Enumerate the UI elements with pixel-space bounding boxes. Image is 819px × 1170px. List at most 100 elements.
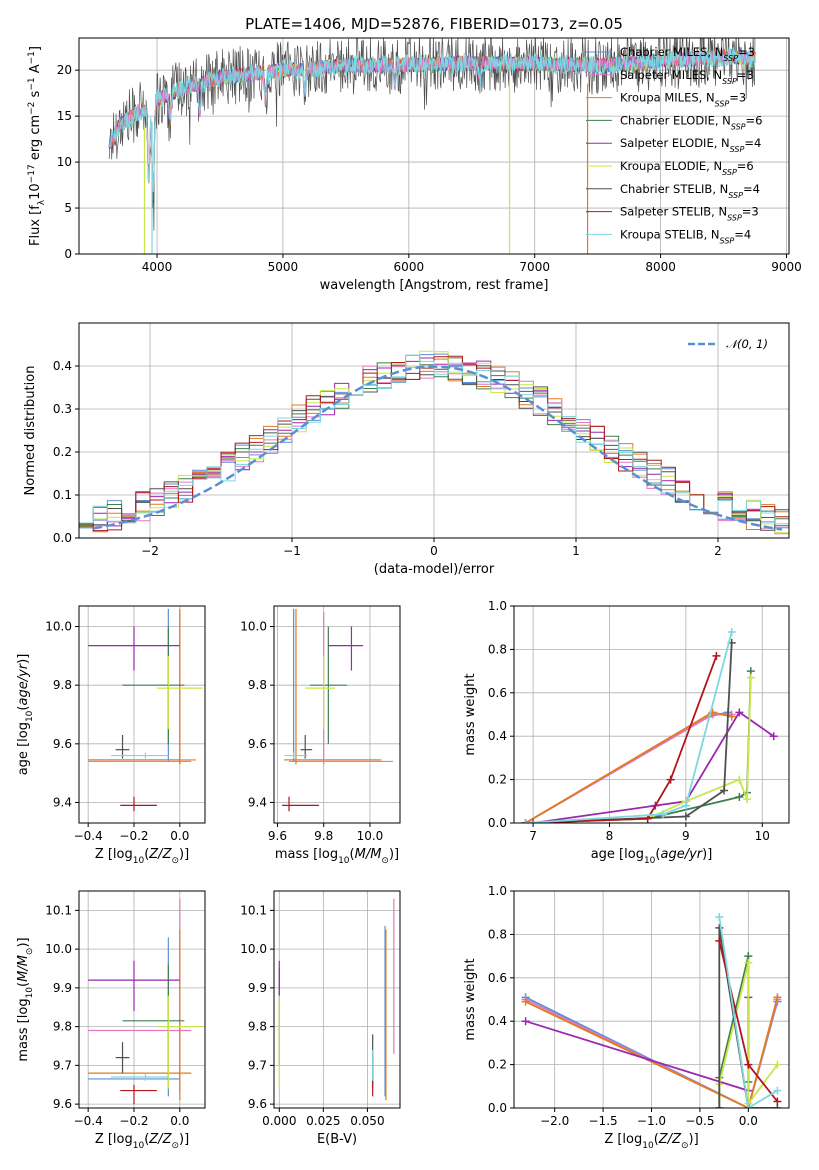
y-tick-label: 9.8 <box>248 1020 267 1034</box>
weight-marker-salpeter-elodie <box>769 732 778 741</box>
weight-marker-kroupa-elodie <box>746 673 755 682</box>
weight-marker-kroupa-stelib <box>715 913 724 922</box>
y-tick-label: 0.0 <box>488 1101 507 1115</box>
age-vs-mass-plot-area <box>282 608 394 812</box>
x-tick-label: −0.2 <box>119 1114 148 1128</box>
x-tick-label: 0 <box>430 544 438 558</box>
y-tick-label: 9.6 <box>248 1097 267 1111</box>
legend-label: Salpeter MILES, NSSP=3 <box>620 68 754 86</box>
x-tick-label: −0.2 <box>119 829 148 843</box>
axes-frame <box>273 605 401 824</box>
y-tick-label: 10.0 <box>45 942 72 956</box>
y-tick-label: 0.3 <box>53 402 72 416</box>
weight-marker-chabrier-stelib <box>715 1104 724 1108</box>
x-tick-label: −2 <box>141 544 159 558</box>
y-axis-label: age [log10(age/yr)] <box>16 654 35 776</box>
weight-line-chabrier-elodie <box>525 671 752 823</box>
x-axis-label: mass [log10(M/M⊙)] <box>275 847 399 866</box>
y-tick-label: 0 <box>64 247 72 261</box>
x-tick-label: 6000 <box>394 260 425 274</box>
weight-marker-kroupa-stelib <box>521 819 530 823</box>
axes-frame <box>78 37 790 255</box>
x-tick-label: 10 <box>755 829 770 843</box>
histogram-step-kroupa-elodie <box>79 350 789 534</box>
axes-frame <box>78 322 790 539</box>
y-axis-label: Normed distribution <box>23 366 38 496</box>
weight-marker-kroupa-elodie <box>773 1060 782 1069</box>
legend-label: Salpeter STELIB, NSSP=3 <box>620 205 759 223</box>
x-tick-label: −1.0 <box>637 1114 666 1128</box>
y-tick-label: 9.7 <box>248 1058 267 1072</box>
y-tick-label: 9.8 <box>53 678 72 692</box>
weight-marker-chabrier-stelib <box>720 786 729 795</box>
y-tick-label: 10 <box>57 155 72 169</box>
y-tick-label: 20 <box>57 63 72 77</box>
y-tick-label: 0.6 <box>488 686 507 700</box>
weight-marker-chabrier-stelib <box>715 923 724 932</box>
normal-reference-curve <box>92 365 783 531</box>
axes-frame <box>273 890 401 1109</box>
y-tick-label: 1.0 <box>488 884 507 898</box>
weight-marker-salpeter-stelib <box>773 1097 782 1106</box>
y-tick-label: 0.2 <box>488 773 507 787</box>
x-tick-label: −0.4 <box>74 829 103 843</box>
y-tick-label: 0.6 <box>488 971 507 985</box>
age-vs-Z-grid <box>79 606 205 823</box>
weight-marker-kroupa-elodie <box>735 775 744 784</box>
x-tick-label: 9 <box>682 829 690 843</box>
weight-vs-Z-panel: −2.0 −1.5 −1.0 −0.5 0.0 0.0 0.2 0.4 0.6 0.8 1.0 Z [… <box>463 884 790 1151</box>
x-tick-label: 4000 <box>142 260 173 274</box>
y-tick-label: 9.9 <box>248 981 267 995</box>
y-tick-label: 9.4 <box>53 795 72 809</box>
age-vs-Z-plot-area <box>88 608 203 812</box>
x-tick-label: 9.8 <box>314 829 333 843</box>
x-axis-label: age [log10(age/yr)] <box>591 847 713 866</box>
weight-vs-Z-plot-area <box>521 913 782 1108</box>
weight-marker-chabrier-elodie <box>735 792 744 801</box>
y-tick-label: 10.1 <box>45 903 72 917</box>
y-tick-label: 0.0 <box>488 816 507 830</box>
weight-line-salpeter-elodie <box>532 711 775 823</box>
x-tick-label: −2.0 <box>540 1114 569 1128</box>
weight-marker-kroupa-stelib <box>744 1104 753 1108</box>
x-tick-label: 8 <box>606 829 614 843</box>
residuals-panel: −2 −1 0 1 2 0.0 0.1 0.2 0.3 0.4 𝒩(0, 1) (data-model… <box>23 322 790 577</box>
legend-label: Chabrier ELODIE, NSSP=6 <box>620 113 762 130</box>
mass-vs-EBV-panel: 0.000 0.025 0.050 9.6 9.7 9.8 9.9 10.0 10.1 E(B-V… <box>240 890 401 1147</box>
x-tick-label: 0.0 <box>170 1114 189 1128</box>
weight-line-salpeter-stelib <box>525 655 718 823</box>
weight-marker-kroupa-miles <box>521 997 530 1006</box>
weight-marker-chabrier-stelib <box>681 812 690 821</box>
weight-marker-salpeter-elodie <box>529 819 538 823</box>
x-axis-label: wavelength [Angstrom, rest frame] <box>320 278 549 293</box>
y-tick-label: 15 <box>57 109 72 123</box>
y-axis-label: mass [log10(M/M⊙)] <box>16 937 35 1061</box>
weight-marker-kroupa-elodie <box>742 795 751 804</box>
axes-frame <box>513 605 790 824</box>
y-tick-label: 0.8 <box>488 642 507 656</box>
weight-marker-salpeter-stelib <box>715 936 724 945</box>
x-axis-label: Z [log10(Z/Z⊙)] <box>95 847 189 866</box>
weight-line-salpeter-elodie <box>525 997 750 1092</box>
x-tick-label: −0.4 <box>74 1114 103 1128</box>
axes-frame <box>78 605 206 824</box>
weight-marker-kroupa-stelib <box>658 810 667 819</box>
spectrum-panel: 4000 5000 6000 7000 8000 9000 0 5 10 15 20 PLATE=14… <box>27 15 802 293</box>
y-axis-label: mass weight <box>463 958 478 1040</box>
y-tick-label: 9.9 <box>53 981 72 995</box>
x-axis-label: Z [log10(Z/Z⊙)] <box>95 1132 189 1151</box>
y-axis-label: mass weight <box>463 673 478 755</box>
y-tick-label: 0.0 <box>53 531 72 545</box>
age-vs-mass-panel: 9.6 9.8 10.0 9.4 9.6 9.8 10.0 mass [log10(M/M⊙)… <box>240 605 401 866</box>
y-tick-label: 9.6 <box>53 737 72 751</box>
y-tick-label: 0.2 <box>488 1058 507 1072</box>
weight-marker-kroupa-miles <box>727 712 736 721</box>
age-vs-Z-panel: −0.4 −0.2 0.0 9.4 9.6 9.8 10.0 Z [log10(Z/Z⊙)] a… <box>16 605 206 866</box>
mass-vs-Z-plot-area <box>88 898 203 1105</box>
y-tick-label: 9.8 <box>248 678 267 692</box>
weight-marker-kroupa-stelib <box>681 801 690 810</box>
x-tick-label: 7 <box>529 829 537 843</box>
x-tick-label: −0.5 <box>685 1114 714 1128</box>
legend-label: Kroupa STELIB, NSSP=4 <box>620 227 751 245</box>
